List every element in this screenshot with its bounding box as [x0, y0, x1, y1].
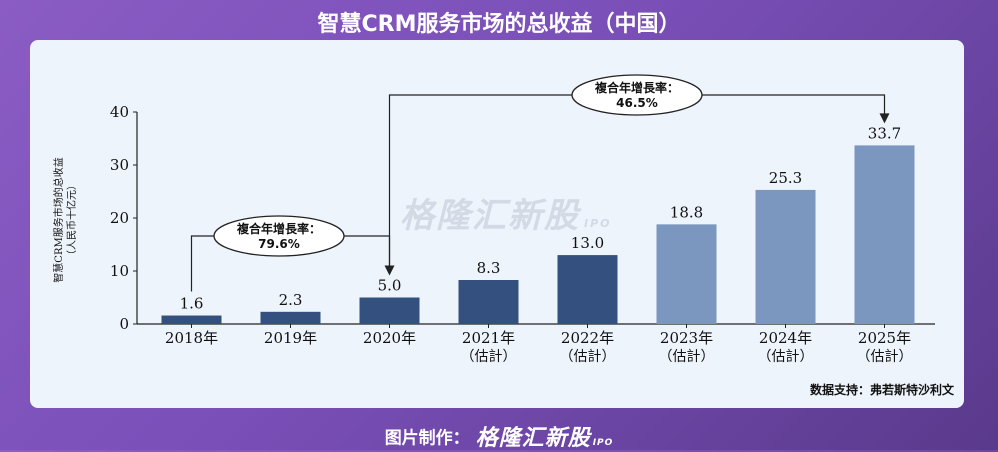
- bar-value-label: 5.0: [378, 277, 402, 295]
- x-tick-label: 2019年: [264, 329, 317, 347]
- bar-value-label: 2.3: [279, 291, 303, 309]
- x-tick-label: 2021年: [462, 329, 515, 347]
- bar-value-label: 25.3: [769, 169, 802, 187]
- cagr-ellipse-1: [213, 215, 345, 257]
- x-tick-sublabel: （估計）: [857, 349, 913, 365]
- footer-label: 图片制作：: [384, 428, 470, 449]
- x-tick-label: 2023年: [660, 329, 713, 347]
- y-tick-label: 30: [110, 156, 129, 174]
- source-note: 数据支持：弗若斯特沙利文: [809, 383, 954, 397]
- bar-2021年: [458, 280, 519, 324]
- y-axis-unit: （人民币十亿元）: [65, 180, 78, 260]
- x-tick-label: 2022年: [561, 329, 614, 347]
- watermark-sub: IPO: [584, 217, 612, 230]
- bar-value-label: 8.3: [477, 259, 501, 277]
- footer-brand-sub: IPO: [592, 438, 614, 448]
- x-tick-sublabel: （估計）: [461, 349, 517, 365]
- bar-value-label: 13.0: [571, 234, 604, 252]
- cagr-ellipse-2: [571, 74, 703, 116]
- bar-2019年: [260, 311, 321, 324]
- y-tick-label: 10: [110, 262, 129, 280]
- footer-brand-text: 格隆汇新股: [475, 426, 591, 451]
- x-tick-sublabel: （估計）: [758, 349, 814, 365]
- page-title: 智慧CRM服务市场的总收益（中国）: [317, 12, 681, 37]
- bar-chart: 0 10 20 30 40 智慧CRM服务市场的总收益 （人民币十亿元） 1.6 2018年 2.…: [52, 74, 935, 365]
- cagr-label-2: 複合年增長率：: [594, 80, 679, 95]
- bar-2018年: [161, 315, 222, 324]
- bar-value-label: 18.8: [670, 203, 703, 221]
- y-tick-label: 0: [119, 315, 129, 333]
- footer-credit: 图片制作： 格隆汇新股 IPO: [0, 420, 998, 452]
- cagr-label-1: 複合年增長率：: [236, 221, 321, 236]
- bar-value-label: 33.7: [868, 124, 901, 142]
- bar-2020年: [359, 297, 420, 324]
- y-tick-label: 40: [110, 103, 129, 121]
- cagr-arrowhead-2: [879, 113, 890, 124]
- bar-2024年: [755, 189, 816, 324]
- x-tick-label: 2020年: [363, 329, 416, 347]
- x-tick-label: 2018年: [165, 329, 218, 347]
- watermark-text: 格隆汇新股: [400, 196, 580, 236]
- x-tick-sublabel: （估計）: [659, 349, 715, 365]
- bar-2023年: [656, 224, 717, 324]
- bar-value-label: 1.6: [180, 295, 204, 313]
- cagr-value-2: 46.5%: [616, 96, 658, 110]
- y-tick-label: 20: [110, 209, 129, 227]
- y-axis-title: 智慧CRM服务市场的总收益: [52, 157, 65, 282]
- chart-panel: 0 10 20 30 40 智慧CRM服务市场的总收益 （人民币十亿元） 1.6 2018年 2.…: [30, 40, 964, 408]
- watermark-logo: 格隆汇新股 IPO: [400, 188, 612, 237]
- x-tick-label: 2025年: [858, 329, 911, 347]
- cagr-value-1: 79.6%: [258, 237, 300, 251]
- x-tick-sublabel: （估計）: [560, 349, 616, 365]
- footer-brand-logo: 格隆汇新股 IPO: [476, 420, 614, 452]
- x-tick-label: 2024年: [759, 329, 812, 347]
- bar-2022年: [557, 255, 618, 324]
- bar-2025年: [854, 145, 915, 324]
